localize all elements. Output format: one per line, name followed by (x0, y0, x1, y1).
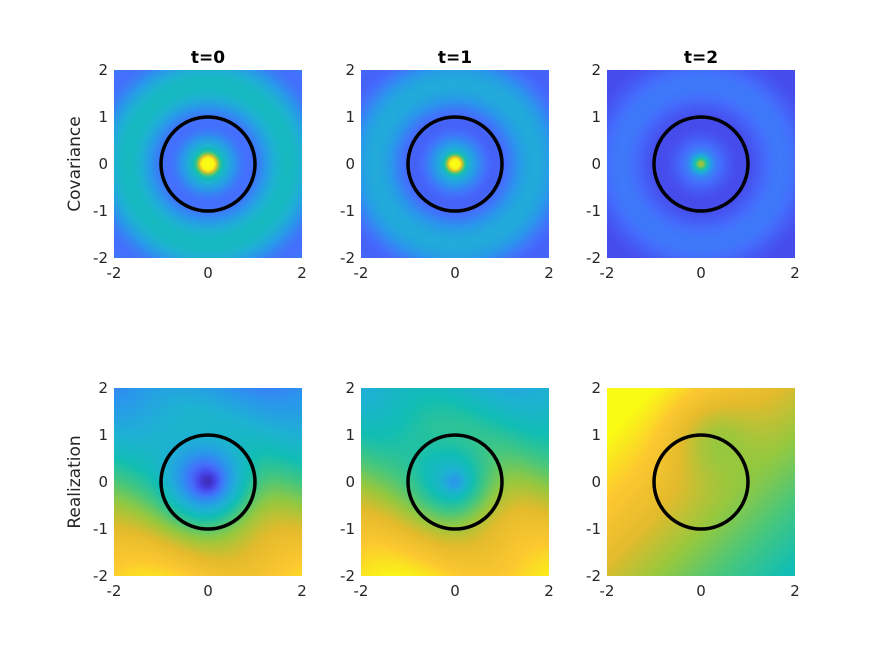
unit-circle (652, 433, 750, 531)
x-tick-label: -2 (354, 264, 369, 282)
y-tick-label: 1 (98, 426, 108, 444)
unit-circle (159, 115, 257, 213)
panel-title: t=0 (191, 48, 225, 68)
y-tick-label: 1 (591, 108, 601, 126)
y-tick-label: 0 (98, 473, 108, 491)
panel-realization-2: -2 0 2 2 1 0 -1 -2 (586, 379, 800, 600)
heatmap-image (361, 70, 549, 258)
x-tick-label: 0 (696, 582, 706, 600)
y-tick-label: -1 (93, 520, 108, 538)
y-tick-label: 2 (98, 61, 108, 79)
y-tick-label: 2 (345, 61, 355, 79)
unit-circle (159, 433, 257, 531)
y-tick-label: -1 (340, 520, 355, 538)
unit-circle (406, 433, 504, 531)
y-tick-label: -1 (586, 520, 601, 538)
y-tick-label: -1 (340, 202, 355, 220)
unit-circle (652, 115, 750, 213)
x-tick-label: 2 (790, 264, 800, 282)
x-tick-label: 2 (297, 582, 307, 600)
row-label-covariance: Covariance (65, 116, 85, 211)
panel-covariance-1: t=1 -2 0 2 2 1 0 -1 -2 (340, 48, 554, 282)
y-tick-label: -2 (586, 249, 601, 267)
panel-realization-1: -2 0 2 2 1 0 -1 -2 (340, 379, 554, 600)
y-tick-label: 2 (98, 379, 108, 397)
y-tick-label: 2 (591, 61, 601, 79)
x-tick-label: -2 (600, 582, 615, 600)
y-tick-label: 0 (345, 155, 355, 173)
x-tick-label: 2 (544, 264, 554, 282)
heatmap-image (607, 388, 795, 576)
y-tick-label: -1 (586, 202, 601, 220)
x-tick-label: 0 (450, 264, 460, 282)
y-tick-label: 1 (345, 108, 355, 126)
y-tick-label: -2 (340, 249, 355, 267)
heatmap-image (607, 70, 795, 258)
y-tick-label: -2 (586, 567, 601, 585)
heatmap-image (114, 70, 302, 258)
y-tick-label: 0 (345, 473, 355, 491)
x-tick-label: 0 (696, 264, 706, 282)
x-tick-label: -2 (354, 582, 369, 600)
y-tick-label: 0 (591, 155, 601, 173)
y-tick-label: -2 (93, 249, 108, 267)
panels-group: t=0 -2 0 2 2 1 0 -1 -2 t=1 -2 0 2 2 1 0 -1 -2 t=2 -2 0 2 2 1 0 -1… (93, 48, 800, 600)
heatmap-image (361, 388, 549, 576)
x-tick-label: -2 (107, 264, 122, 282)
y-tick-label: -2 (340, 567, 355, 585)
y-tick-label: -2 (93, 567, 108, 585)
y-tick-label: 2 (345, 379, 355, 397)
y-tick-label: -1 (93, 202, 108, 220)
y-tick-label: 0 (591, 473, 601, 491)
panel-covariance-2: t=2 -2 0 2 2 1 0 -1 -2 (586, 48, 800, 282)
row-label-realization: Realization (65, 435, 85, 528)
panel-covariance-0: t=0 -2 0 2 2 1 0 -1 -2 (93, 48, 307, 282)
x-tick-label: 2 (790, 582, 800, 600)
panel-title: t=2 (684, 48, 718, 68)
heatmap-image (114, 388, 302, 576)
panel-title: t=1 (438, 48, 472, 68)
x-tick-label: 0 (203, 264, 213, 282)
x-tick-label: -2 (107, 582, 122, 600)
y-tick-label: 2 (591, 379, 601, 397)
x-tick-label: -2 (600, 264, 615, 282)
x-tick-label: 0 (203, 582, 213, 600)
panel-realization-0: -2 0 2 2 1 0 -1 -2 (93, 379, 307, 600)
x-tick-label: 2 (544, 582, 554, 600)
unit-circle (406, 115, 504, 213)
x-tick-label: 2 (297, 264, 307, 282)
y-tick-label: 1 (591, 426, 601, 444)
y-tick-label: 1 (345, 426, 355, 444)
x-tick-label: 0 (450, 582, 460, 600)
y-tick-label: 1 (98, 108, 108, 126)
y-tick-label: 0 (98, 155, 108, 173)
